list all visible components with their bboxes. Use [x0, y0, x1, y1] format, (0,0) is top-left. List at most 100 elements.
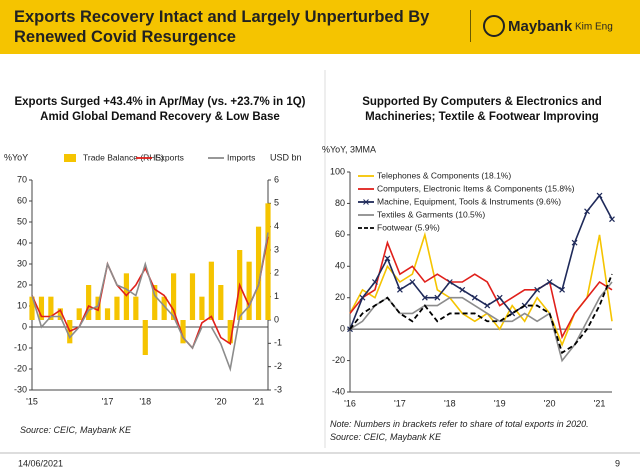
- bar: [208, 261, 214, 320]
- legend-label: Footwear (5.9%): [377, 222, 440, 232]
- bar: [57, 308, 63, 320]
- x-tick-label: '18: [444, 398, 456, 408]
- note: Note: Numbers in brackets refer to share…: [330, 419, 589, 429]
- y2-tick-label: 4: [274, 221, 279, 231]
- marker: [596, 192, 603, 199]
- marker: [359, 294, 366, 301]
- y-tick-label: 80: [335, 198, 345, 208]
- legend-label: Computers, Electronic Items & Components…: [377, 183, 575, 193]
- bar: [104, 308, 111, 320]
- x-tick-label: '15: [26, 396, 38, 406]
- bar: [133, 296, 139, 320]
- bar: [142, 320, 148, 355]
- line: [349, 240, 613, 340]
- y-tick-label: -30: [14, 384, 27, 394]
- bar: [218, 285, 224, 320]
- separator: [470, 10, 471, 42]
- marker: [546, 279, 553, 285]
- marker: [446, 279, 453, 285]
- bar: [48, 296, 54, 320]
- y-tick-label: 60: [335, 229, 345, 239]
- bar: [86, 285, 92, 320]
- y2-tick-label: 5: [274, 198, 279, 208]
- marker: [372, 279, 378, 285]
- legend-label: Machine, Equipment, Tools & Instruments …: [377, 196, 561, 206]
- marker: [459, 286, 466, 293]
- x-tick-label: '18: [139, 396, 151, 406]
- x-tick-label: '17: [102, 396, 114, 406]
- y-tick-label: 40: [17, 237, 27, 247]
- y-tick-label: -20: [14, 363, 27, 373]
- marker: [421, 294, 428, 301]
- y-axis-label: %YoY, 3MMA: [322, 144, 376, 154]
- bar: [171, 273, 177, 320]
- bar: [152, 285, 158, 320]
- line: [349, 273, 613, 355]
- y-tick-label: 0: [340, 324, 345, 334]
- legend-label: Telephones & Components (18.1%): [377, 170, 511, 180]
- y-tick-label: 50: [17, 216, 27, 226]
- marker: [559, 286, 566, 293]
- marker: [484, 302, 491, 309]
- y2-tick-label: 2: [274, 268, 279, 278]
- marker: [471, 294, 478, 301]
- x-tick-label: '21: [594, 398, 606, 408]
- y-tick-label: 100: [330, 166, 345, 176]
- y2-tick-label: 3: [274, 244, 279, 254]
- marker: [496, 294, 503, 301]
- marker: [584, 208, 590, 215]
- logo-sub: Kim Eng: [575, 22, 613, 33]
- y-tick-label: 0: [22, 321, 27, 331]
- bar: [180, 320, 186, 344]
- legend-label: Imports: [227, 152, 255, 162]
- logo: Maybank: [508, 18, 573, 35]
- y-tick-label: 40: [335, 261, 345, 271]
- bar: [161, 296, 167, 320]
- y2-tick-label: 0: [274, 314, 279, 324]
- chart-title: Supported By Computers & Electronics and…: [362, 96, 602, 123]
- bar: [114, 296, 120, 320]
- y-tick-label: 70: [17, 174, 27, 184]
- marker: [571, 239, 578, 246]
- y2-tick-label: -3: [274, 384, 282, 394]
- y2-axis-label: USD bn: [270, 152, 302, 162]
- footer-date: 14/06/2021: [18, 458, 63, 468]
- y-tick-label: -40: [332, 386, 345, 396]
- y2-tick-label: 6: [274, 174, 279, 184]
- y-tick-label: -10: [14, 342, 27, 352]
- source: Source: CEIC, Maybank KE: [20, 425, 132, 435]
- y-axis-label: %YoY: [4, 152, 28, 162]
- legend-label: Exports: [155, 152, 184, 162]
- bar: [265, 203, 271, 320]
- chart-title: Exports Surged +43.4% in Apr/May (vs. +2…: [14, 96, 306, 123]
- y-tick-label: 20: [17, 279, 27, 289]
- legend-swatch: [64, 154, 76, 162]
- marker: [384, 255, 391, 262]
- legend-label: Trade Balance (RHS): [83, 152, 164, 162]
- y-tick-label: 20: [335, 292, 345, 302]
- legend-marker: [363, 199, 369, 205]
- y2-tick-label: 1: [274, 291, 279, 301]
- x-tick-label: '16: [344, 398, 356, 408]
- header-band: [0, 0, 640, 54]
- bar: [227, 320, 233, 344]
- x-tick-label: '20: [215, 396, 227, 406]
- logo-icon: [483, 15, 505, 37]
- marker: [396, 286, 403, 293]
- bar: [246, 261, 252, 320]
- marker: [409, 279, 416, 285]
- y2-tick-label: -1: [274, 338, 282, 348]
- y2-tick-label: -2: [274, 361, 282, 371]
- bar: [29, 296, 35, 320]
- bar: [76, 308, 82, 320]
- y-tick-label: -20: [332, 355, 345, 365]
- legend-label: Textiles & Garments (10.5%): [377, 209, 485, 219]
- bar: [199, 296, 205, 320]
- x-tick-label: '21: [253, 396, 265, 406]
- line: [349, 194, 613, 330]
- bar: [255, 226, 262, 320]
- y-tick-label: 30: [17, 258, 27, 268]
- bar: [189, 273, 196, 320]
